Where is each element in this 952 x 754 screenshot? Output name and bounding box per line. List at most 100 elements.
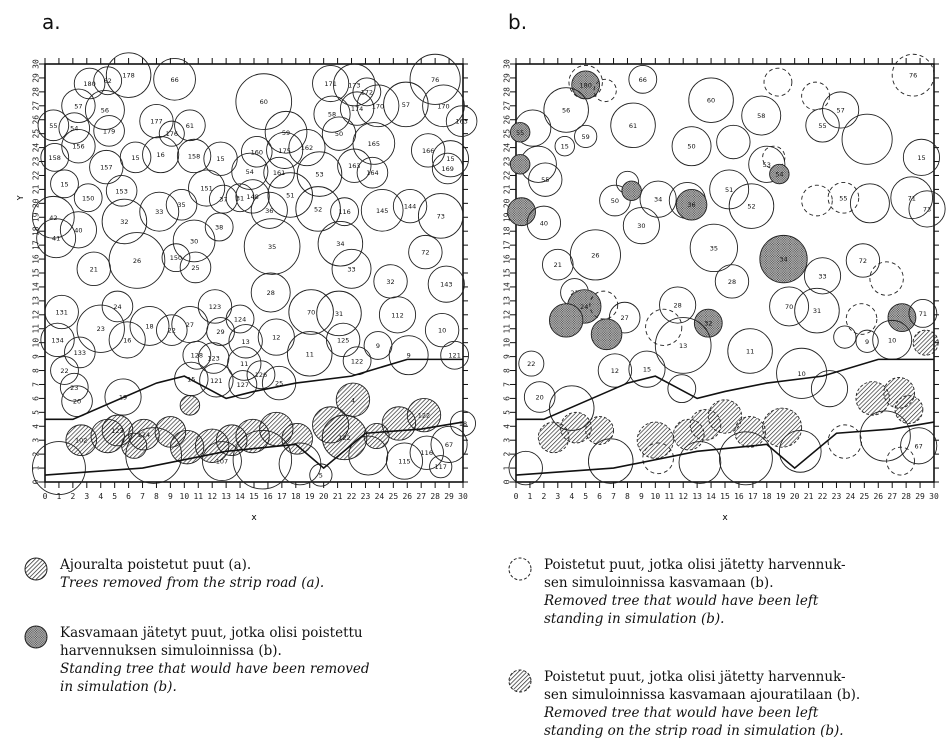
y-tick-label: 3 xyxy=(32,438,41,443)
tree-crown xyxy=(585,416,614,445)
x-tick-label: 22 xyxy=(818,492,828,501)
tree-crown xyxy=(859,410,911,462)
tree-crown xyxy=(639,180,677,218)
tree-number: 158 xyxy=(49,154,61,162)
tree-crown xyxy=(316,290,362,337)
tree-crown xyxy=(61,129,96,164)
tree-crown xyxy=(129,305,170,346)
tree-number: 124 xyxy=(234,315,246,323)
tree-crown xyxy=(250,191,288,229)
panel-a-label: a. xyxy=(42,10,61,34)
tree-crown xyxy=(73,67,106,100)
tree-crown xyxy=(313,95,351,133)
tree-number: 56 xyxy=(562,106,570,114)
y-tick-label: 28 xyxy=(503,87,512,97)
legend-text-en-1: Standing tree that would have been remov… xyxy=(60,661,370,677)
tree-number: 26 xyxy=(133,257,141,265)
tree-crown xyxy=(912,329,939,356)
tree-crown xyxy=(886,446,915,476)
tree-number: 156 xyxy=(72,143,84,151)
tree-number: 31 xyxy=(236,194,244,202)
y-tick-label: 17 xyxy=(503,240,512,250)
tree-crown xyxy=(518,350,545,377)
tree-crown xyxy=(659,286,697,324)
tree-crown xyxy=(326,322,361,358)
tree-crown xyxy=(235,179,270,214)
x-tick-label: 20 xyxy=(319,492,329,501)
x-tick-label: 9 xyxy=(168,492,173,501)
x-tick-label: 27 xyxy=(887,492,897,501)
tree-number: 5 xyxy=(319,472,323,480)
tree-crown xyxy=(417,193,464,239)
tree-number: 55 xyxy=(818,122,826,130)
x-tick-label: 8 xyxy=(154,492,159,501)
tree-crown xyxy=(675,188,708,221)
tree-crown xyxy=(528,162,563,197)
tree-crown xyxy=(759,234,808,284)
tree-crown xyxy=(794,287,840,334)
tree-crown xyxy=(431,140,470,178)
y-tick-label: 7 xyxy=(503,382,512,387)
legend-text-fi-2: harvennuksen simuloinnissa (b). xyxy=(60,643,282,659)
tree-crown xyxy=(385,442,424,480)
tree-number: 164 xyxy=(366,169,378,177)
tree-number: 125 xyxy=(337,336,349,344)
tree-crown xyxy=(179,251,212,284)
tree-number: 72 xyxy=(421,249,429,257)
tree-number: 16 xyxy=(123,336,131,344)
x-tick-label: 19 xyxy=(776,492,786,501)
x-tick-label: 27 xyxy=(416,492,426,501)
tree-number: 57 xyxy=(837,106,845,114)
tree-number: 11 xyxy=(306,350,314,358)
legend-standing-would-remove: Kasvamaan jätetyt puut, jotka olisi pois… xyxy=(24,624,464,704)
x-tick-label: 30 xyxy=(458,492,468,501)
y-tick-label: 16 xyxy=(503,254,512,264)
tree-number: 41 xyxy=(52,235,60,243)
tree-number: 58 xyxy=(757,112,765,120)
strip-road-line xyxy=(515,421,935,476)
tree-number: 35 xyxy=(710,244,718,252)
dashed-circle-icon xyxy=(508,557,532,581)
tree-number: 16 xyxy=(157,151,165,159)
y-tick-label: 13 xyxy=(503,296,512,306)
tree-number: 115 xyxy=(398,458,410,466)
y-tick-label: 15 xyxy=(32,268,41,278)
y-tick-label: 5 xyxy=(32,410,41,415)
stippled-circle-icon xyxy=(24,625,48,649)
x-tick-label: 17 xyxy=(748,492,758,501)
y-tick-label: 10 xyxy=(32,338,41,348)
tree-crown xyxy=(32,441,86,495)
tree-crown xyxy=(312,64,350,103)
x-tick-label: 12 xyxy=(678,492,688,501)
tree-crown xyxy=(392,188,428,224)
tree-crown xyxy=(158,120,185,147)
tree-number: 116 xyxy=(421,449,433,457)
tree-number: 29 xyxy=(216,328,224,336)
tree-crown xyxy=(548,303,584,338)
tree-crown xyxy=(73,183,103,213)
strip-road-line xyxy=(516,358,934,421)
x-tick-label: 16 xyxy=(263,492,273,501)
tree-number: 112 xyxy=(391,311,403,319)
tree-number: 54 xyxy=(246,168,254,176)
tree-number: 55 xyxy=(839,194,847,202)
tree-number: 70 xyxy=(785,303,793,311)
tree-crown xyxy=(803,257,842,295)
y-tick-label: 25 xyxy=(503,129,512,139)
tree-number: 42 xyxy=(49,214,57,222)
tree-crown xyxy=(574,124,598,149)
tree-number: 62 xyxy=(104,77,112,85)
tree-crown xyxy=(40,322,75,358)
tree-map-b: 0011223344556677889910101111121213131414… xyxy=(503,53,946,523)
tree-number: 60 xyxy=(707,97,715,105)
x-tick-label: 0 xyxy=(43,492,48,501)
tree-crown xyxy=(356,156,389,189)
tree-number: 151 xyxy=(200,185,212,193)
tree-crown xyxy=(748,145,786,183)
tree-number: 116 xyxy=(338,208,350,216)
y-tick-label: 14 xyxy=(32,282,41,292)
x-tick-label: 15 xyxy=(720,492,730,501)
y-tick-label: 12 xyxy=(32,310,41,320)
tree-number: 180 xyxy=(579,81,591,89)
x-tick-label: 13 xyxy=(692,492,702,501)
